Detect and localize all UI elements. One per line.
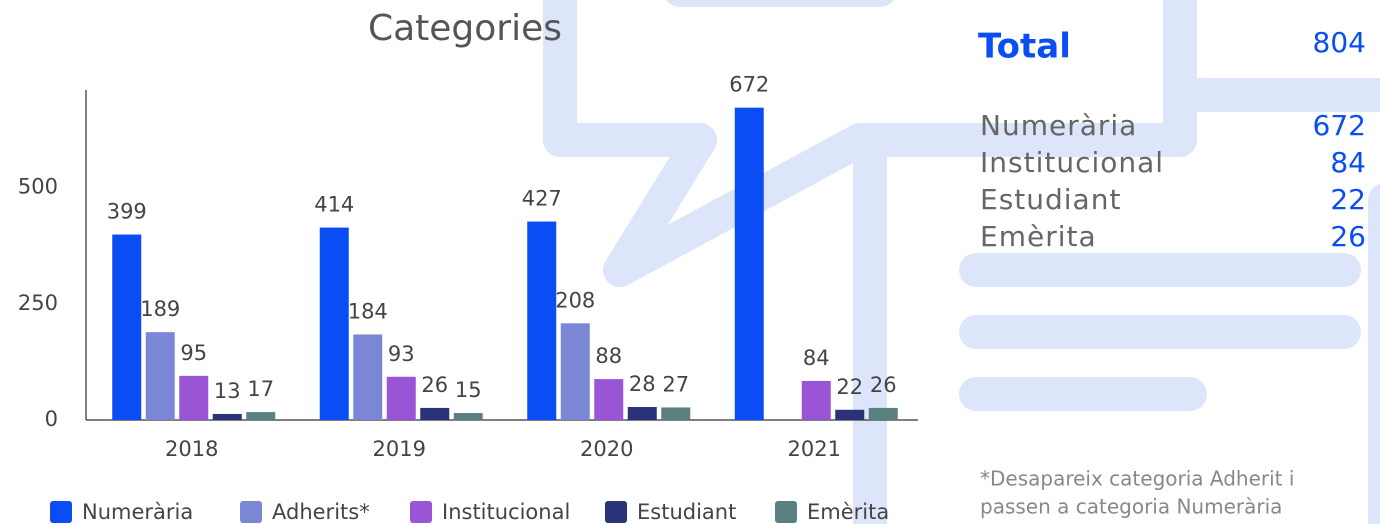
bar [386,376,416,420]
value-label: 27 [662,372,689,396]
legend-swatch [240,501,262,523]
value-label: 95 [180,341,207,365]
x-tick-label: 2018 [165,437,218,461]
x-tick-label: 2020 [580,437,633,461]
value-label: 189 [140,297,180,321]
value-label: 28 [629,372,656,396]
bar [353,334,383,420]
summary-label: Emèrita [980,220,1097,253]
y-tick-label: 0 [45,407,58,431]
y-tick-label: 500 [18,175,58,199]
legend-label: Estudiant [637,500,736,524]
summary-label: Institucional [980,146,1164,179]
bar [627,406,657,420]
legend-swatch [410,501,432,523]
value-label: 399 [107,200,147,224]
value-label: 84 [803,346,830,370]
summary-label: Estudiant [980,183,1121,216]
x-tick-label: 2021 [788,437,841,461]
chart-title: Categories [368,8,562,49]
legend-swatch [50,501,72,523]
bar [868,407,898,420]
bar [835,409,865,420]
value-label: 17 [247,377,274,401]
value-label: 427 [522,187,562,211]
value-label: 26 [870,373,897,397]
bar [145,332,175,420]
bar [594,379,624,420]
bar [527,221,557,420]
note: passen a categoria Numerària [980,495,1282,519]
bar [246,412,276,420]
total-value: 804 [1313,26,1366,59]
legend-swatch [605,501,627,523]
summary-value: 26 [1330,220,1366,253]
value-label: 672 [729,73,769,97]
bar [453,413,483,420]
value-label: 93 [388,342,415,366]
value-label: 22 [836,375,863,399]
value-label: 26 [421,373,448,397]
bar [560,323,590,420]
summary-value: 672 [1313,109,1366,142]
value-label: 184 [348,299,388,323]
bar [212,413,242,420]
legend-label: Numerària [82,500,193,524]
legend-label: Adherits* [272,500,370,524]
bar [420,407,450,420]
note: *Desapareix categoria Adherit i [980,467,1294,491]
bar [734,107,764,420]
bar [801,380,831,420]
value-label: 208 [555,288,595,312]
bar [661,407,691,420]
bar [112,234,142,420]
background-decoration [543,0,1380,524]
legend-swatch [775,501,797,523]
x-tick-label: 2019 [373,437,426,461]
value-label: 88 [595,344,622,368]
value-label: 15 [455,378,482,402]
legend-label: Emèrita [807,500,889,524]
summary-value: 84 [1330,146,1366,179]
summary-label: Numerària [980,109,1137,142]
value-label: 13 [214,379,241,403]
bar [179,375,209,420]
bar [319,227,349,420]
value-label: 414 [314,193,354,217]
summary-value: 22 [1330,183,1366,216]
legend-label: Institucional [442,500,570,524]
y-tick-label: 250 [18,291,58,315]
summary-panel: Total 804 *Desapareix categoria Adherit … [978,26,1366,519]
total-label: Total [978,27,1071,67]
